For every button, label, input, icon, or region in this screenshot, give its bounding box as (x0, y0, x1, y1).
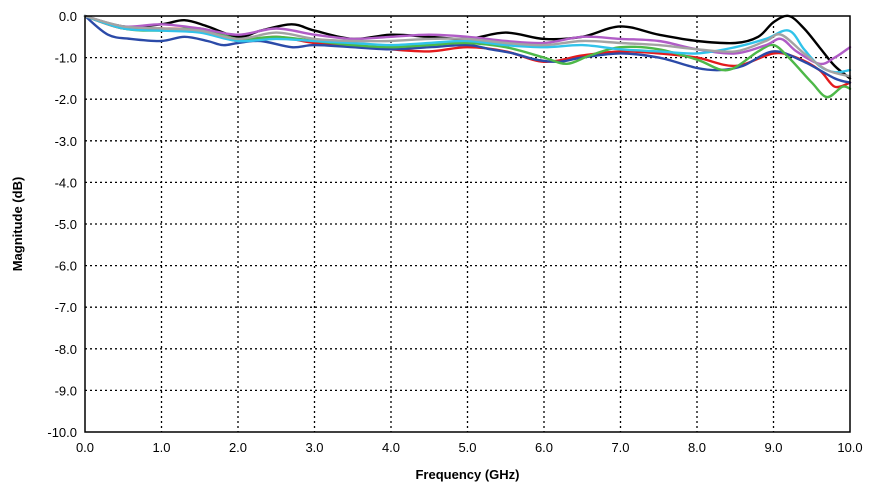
grid-lines (85, 16, 850, 432)
x-tick-label: 9.0 (764, 440, 782, 455)
series-layer (83, 14, 852, 99)
x-tick-label: 7.0 (611, 440, 629, 455)
y-axis-title: Magnitude (dB) (10, 177, 25, 272)
y-tick-label: -10.0 (47, 425, 77, 440)
y-tick-label: -7.0 (55, 300, 77, 315)
x-tick-label: 6.0 (535, 440, 553, 455)
x-tick-label: 0.0 (76, 440, 94, 455)
y-tick-label: -2.0 (55, 92, 77, 107)
y-tick-label: 0.0 (59, 9, 77, 24)
y-tick-label: -5.0 (55, 217, 77, 232)
y-tick-label: -9.0 (55, 383, 77, 398)
x-tick-label: 3.0 (305, 440, 323, 455)
y-tick-label: -8.0 (55, 342, 77, 357)
x-tick-label: 5.0 (458, 440, 476, 455)
x-axis-title: Frequency (GHz) (415, 467, 519, 482)
plot-frame (84, 15, 851, 433)
y-tick-label: -6.0 (55, 259, 77, 274)
y-tick-label: -4.0 (55, 175, 77, 190)
x-axis-ticks: 0.0 1.0 2.0 3.0 4.0 5.0 6.0 7.0 8.0 9.0 10.0 (76, 440, 863, 455)
x-tick-label: 8.0 (688, 440, 706, 455)
x-tick-label: 10.0 (837, 440, 862, 455)
series-line-7 (83, 14, 852, 78)
series-line-5 (83, 14, 852, 66)
x-tick-label: 4.0 (382, 440, 400, 455)
y-axis-ticks: 0.0 -1.0 -2.0 -3.0 -4.0 -5.0 -6.0 -7.0 -8.0 -9.0 -… (47, 9, 77, 440)
x-tick-label: 1.0 (152, 440, 170, 455)
x-tick-label: 2.0 (229, 440, 247, 455)
y-tick-label: -3.0 (55, 134, 77, 149)
series-line-6 (83, 14, 852, 74)
y-tick-label: -1.0 (55, 51, 77, 66)
